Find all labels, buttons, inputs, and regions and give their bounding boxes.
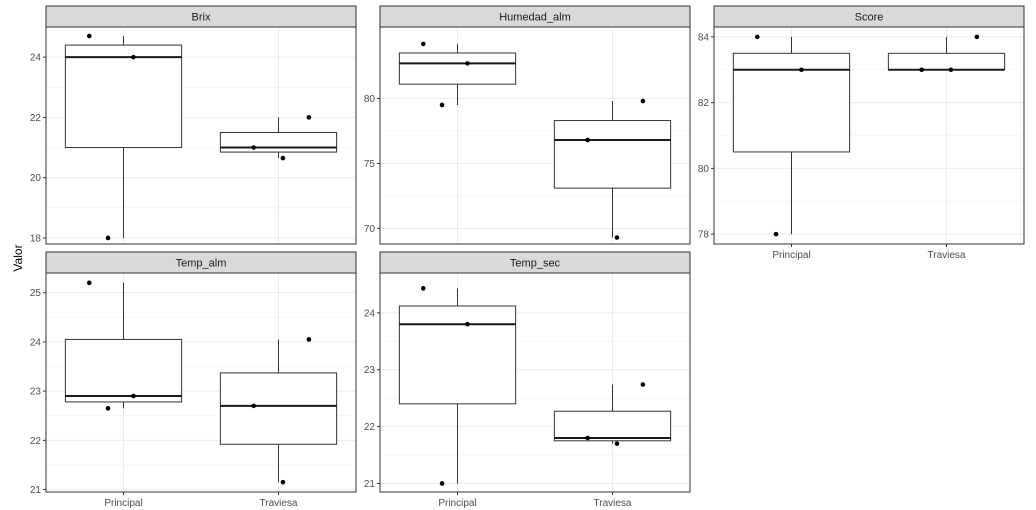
data-point	[131, 54, 136, 60]
facet-panel-score: Score 78 80 82 84 Principal Traviesa	[698, 5, 1025, 261]
y-tick-label: 82	[698, 98, 710, 109]
strip-background	[713, 5, 1025, 28]
box-iqr	[553, 410, 672, 442]
x-tick-label: Traviesa	[928, 250, 966, 261]
box-iqr	[219, 131, 338, 153]
strip-label: Humedad_alm	[499, 12, 571, 24]
box-principal	[398, 43, 517, 105]
strip-label: Score	[855, 12, 884, 24]
data-point	[640, 382, 646, 387]
y-tick-label: 18	[30, 233, 42, 244]
box-iqr	[64, 338, 183, 403]
strip-background	[379, 5, 691, 28]
data-point	[280, 479, 286, 485]
box-principal	[732, 36, 851, 235]
strip-label: Temp_sec	[510, 258, 561, 270]
y-tick-label: 80	[364, 94, 376, 105]
data-point	[974, 34, 980, 40]
facet-panel-temp-sec: Temp_sec 21 22 23 24 Principal Traviesa	[364, 251, 691, 509]
y-tick-label: 22	[30, 436, 42, 447]
box-traviesa	[887, 36, 1006, 71]
y-tick-label: 21	[30, 485, 42, 496]
data-point	[280, 155, 286, 161]
x-tick-label: Principal	[104, 498, 142, 509]
data-point	[306, 115, 312, 120]
y-tick-label: 80	[698, 164, 710, 175]
data-point	[465, 321, 470, 327]
box-traviesa	[553, 101, 672, 238]
box-iqr	[64, 44, 183, 149]
data-point	[420, 41, 426, 47]
box-iqr	[887, 52, 1006, 71]
data-point	[465, 61, 470, 66]
y-tick-label: 23	[364, 365, 376, 376]
box-traviesa	[553, 384, 672, 444]
data-point	[640, 98, 646, 104]
box-iqr	[732, 52, 851, 153]
data-point	[86, 280, 92, 286]
y-tick-label: 22	[364, 422, 376, 433]
y-tick-label: 22	[30, 113, 42, 124]
y-tick-label: 24	[364, 308, 376, 319]
data-point	[439, 102, 445, 108]
y-tick-label: 21	[364, 479, 376, 490]
box-principal	[64, 282, 183, 409]
facet-panel-temp-alm: Temp_alm 21 22 23 24 25 Principal Traviesa	[30, 251, 357, 509]
y-tick-label: 25	[30, 288, 42, 299]
data-point	[131, 393, 136, 399]
data-point	[105, 406, 111, 411]
data-point	[439, 481, 445, 486]
data-point	[614, 441, 620, 446]
y-tick-label: 24	[30, 53, 42, 64]
box-iqr	[219, 372, 338, 445]
facet-panel-brix: Brix 18 20 22 24	[30, 5, 357, 245]
data-point	[754, 34, 760, 40]
strip-label: Brix	[192, 12, 211, 24]
y-axis-label: Valor	[11, 244, 25, 271]
y-tick-label: 20	[30, 173, 42, 184]
strip-background	[45, 251, 357, 274]
x-tick-label: Traviesa	[260, 498, 298, 509]
data-point	[306, 337, 312, 342]
y-tick-label: 24	[30, 337, 42, 348]
strip-background	[45, 5, 357, 28]
box-iqr	[553, 120, 672, 189]
box-principal	[64, 36, 183, 238]
facet-panel-humedad-alm: Humedad_alm 70 75 80	[364, 5, 691, 245]
data-point	[86, 33, 92, 39]
x-tick-label: Principal	[438, 498, 476, 509]
y-tick-label: 70	[364, 224, 376, 235]
strip-label: Temp_alm	[176, 258, 227, 270]
x-tick-label: Traviesa	[594, 498, 632, 509]
data-point	[919, 67, 924, 73]
y-tick-label: 84	[698, 32, 710, 43]
box-traviesa	[219, 117, 338, 159]
y-tick-label: 78	[698, 230, 710, 241]
box-iqr	[398, 305, 517, 405]
box-principal	[398, 288, 517, 484]
data-point	[251, 145, 256, 150]
data-point	[773, 231, 779, 237]
data-point	[614, 235, 620, 240]
y-tick-label: 75	[364, 159, 376, 170]
data-point	[251, 403, 256, 409]
data-point	[948, 67, 954, 73]
data-point	[420, 286, 426, 291]
data-point	[585, 435, 590, 441]
box-iqr	[398, 52, 517, 85]
data-point	[799, 67, 804, 73]
data-point	[105, 235, 111, 241]
x-tick-label: Principal	[772, 250, 810, 261]
box-traviesa	[219, 339, 338, 483]
y-tick-label: 23	[30, 387, 42, 398]
data-point	[585, 137, 590, 143]
strip-background	[379, 251, 691, 274]
